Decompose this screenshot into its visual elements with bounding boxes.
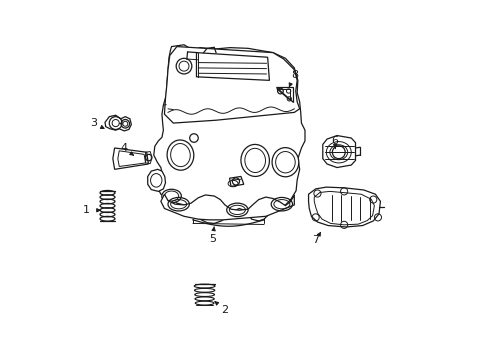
- Ellipse shape: [241, 144, 269, 176]
- Text: 2: 2: [215, 302, 228, 315]
- Polygon shape: [147, 169, 165, 192]
- Polygon shape: [164, 46, 299, 123]
- Polygon shape: [113, 148, 148, 169]
- Ellipse shape: [271, 148, 298, 177]
- Text: 5: 5: [208, 227, 216, 244]
- Polygon shape: [322, 135, 355, 167]
- Polygon shape: [308, 187, 380, 227]
- Polygon shape: [229, 176, 244, 186]
- Text: 1: 1: [82, 205, 100, 215]
- Polygon shape: [153, 45, 305, 224]
- Polygon shape: [161, 194, 294, 220]
- Text: 8: 8: [288, 70, 297, 87]
- Text: 3: 3: [90, 118, 104, 129]
- Text: 4: 4: [120, 143, 133, 155]
- Polygon shape: [275, 87, 292, 103]
- Ellipse shape: [167, 140, 193, 170]
- Text: 7: 7: [311, 232, 320, 246]
- Polygon shape: [105, 115, 131, 131]
- Text: 6: 6: [331, 136, 338, 149]
- Ellipse shape: [162, 189, 181, 203]
